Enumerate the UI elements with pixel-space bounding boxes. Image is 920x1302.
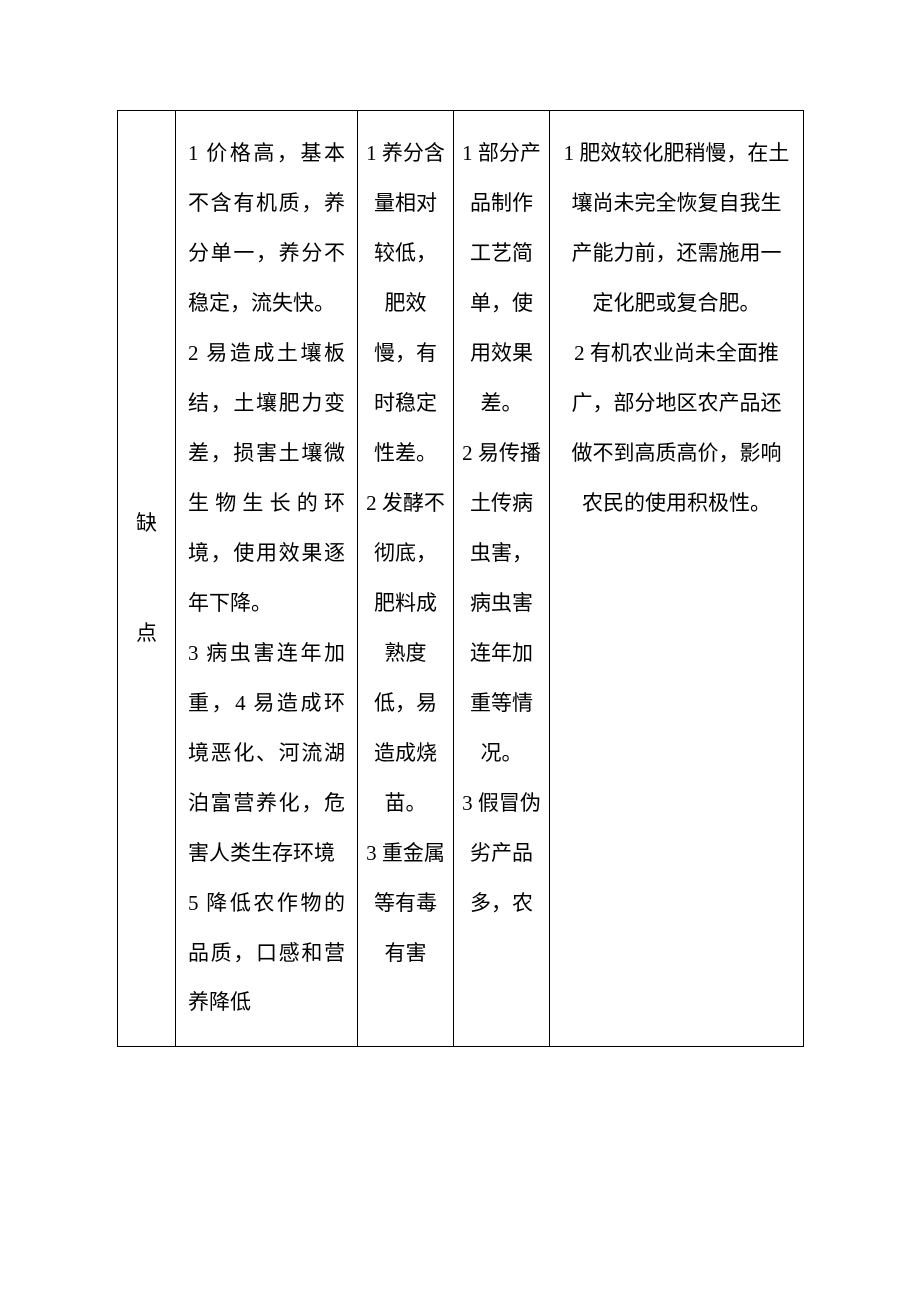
col3-p3: 3 假冒伪劣产品多，农 xyxy=(462,779,541,929)
col3-p2: 2 易传播土传病虫害，病虫害连年加重等情况。 xyxy=(462,429,541,779)
header-char-2: 点 xyxy=(122,609,171,659)
row-header-cell: 缺 点 xyxy=(118,111,176,1047)
col1-p4: 5 降低农作物的品质，口感和营养降低 xyxy=(188,879,345,1029)
col2-p3: 3 重金属等有毒有害 xyxy=(366,829,445,979)
col2-p1: 1 养分含量相对较低，肥效慢，有时稳定性差。 xyxy=(366,129,445,479)
col1-p1: 1 价格高，基本不含有机质，养分单一，养分不稳定，流失快。 xyxy=(188,129,345,329)
cell-col-2: 1 养分含量相对较低，肥效慢，有时稳定性差。 2 发酵不彻底，肥料成熟度低，易造… xyxy=(358,111,454,1047)
cell-col-4: 1 肥效较化肥稍慢，在土壤尚未完全恢复自我生产能力前，还需施用一定化肥或复合肥。… xyxy=(550,111,804,1047)
cell-col-1: 1 价格高，基本不含有机质，养分单一，养分不稳定，流失快。 2 易造成土壤板结，… xyxy=(176,111,358,1047)
col4-p1: 1 肥效较化肥稍慢，在土壤尚未完全恢复自我生产能力前，还需施用一定化肥或复合肥。 xyxy=(562,129,791,329)
fertilizer-comparison-table: 缺 点 1 价格高，基本不含有机质，养分单一，养分不稳定，流失快。 2 易造成土… xyxy=(117,110,804,1047)
col3-p1: 1 部分产品制作工艺简单，使用效果差。 xyxy=(462,129,541,429)
header-char-1: 缺 xyxy=(122,499,171,549)
table-row: 缺 点 1 价格高，基本不含有机质，养分单一，养分不稳定，流失快。 2 易造成土… xyxy=(118,111,804,1047)
col4-p2: 2 有机农业尚未全面推广，部分地区农产品还做不到高质高价，影响农民的使用积极性。 xyxy=(562,329,791,529)
col2-p2: 2 发酵不彻底，肥料成熟度低，易造成烧苗。 xyxy=(366,479,445,829)
col1-p3: 3 病虫害连年加重，4 易造成环境恶化、河流湖泊富营养化，危害人类生存环境 xyxy=(188,629,345,879)
col1-p2: 2 易造成土壤板结，土壤肥力变差，损害土壤微生物生长的环境，使用效果逐年下降。 xyxy=(188,329,345,629)
table-container: 缺 点 1 价格高，基本不含有机质，养分单一，养分不稳定，流失快。 2 易造成土… xyxy=(117,110,803,1047)
cell-col-3: 1 部分产品制作工艺简单，使用效果差。 2 易传播土传病虫害，病虫害连年加重等情… xyxy=(454,111,550,1047)
